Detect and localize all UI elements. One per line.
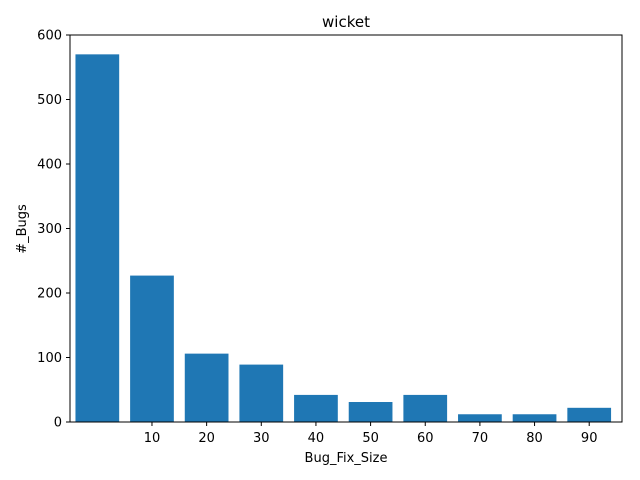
- y-tick-label-1: 100: [37, 351, 62, 366]
- x-tick-label-2: 30: [253, 431, 270, 446]
- y-axis-label: #_Bugs: [15, 204, 30, 254]
- y-tick-label-0: 0: [54, 416, 62, 431]
- x-tick-label-5: 60: [417, 431, 434, 446]
- bar-8: [512, 414, 557, 422]
- bar-1: [130, 275, 174, 422]
- y-tick-label-3: 300: [37, 222, 62, 237]
- bar-5: [348, 402, 393, 422]
- bar-3: [239, 364, 284, 422]
- x-tick-label-3: 40: [308, 431, 325, 446]
- x-axis: 10 20 30 40 50 60 70 80 90: [144, 422, 598, 446]
- x-tick-label-6: 70: [472, 431, 489, 446]
- y-tick-label-4: 400: [37, 158, 62, 173]
- plot-frame: [69, 34, 623, 423]
- x-axis-label: Bug_Fix_Size: [305, 451, 388, 466]
- bar-6: [403, 394, 448, 422]
- bar-2: [184, 353, 229, 422]
- x-tick-label-0: 10: [144, 431, 161, 446]
- bar-4: [294, 394, 338, 422]
- chart-title: wicket: [322, 13, 370, 31]
- bar-7: [458, 414, 502, 422]
- bar-0: [75, 54, 120, 422]
- bars-group: [75, 54, 612, 422]
- y-axis: 0 100 200 300 400 500 600: [37, 29, 70, 431]
- y-tick-label-6: 600: [37, 29, 62, 44]
- x-tick-label-8: 90: [581, 431, 598, 446]
- y-tick-label-5: 500: [37, 93, 62, 108]
- x-tick-label-4: 50: [362, 431, 379, 446]
- x-tick-label-7: 80: [526, 431, 543, 446]
- x-tick-label-1: 20: [198, 431, 215, 446]
- bar-9: [567, 407, 612, 422]
- y-tick-label-2: 200: [37, 287, 62, 302]
